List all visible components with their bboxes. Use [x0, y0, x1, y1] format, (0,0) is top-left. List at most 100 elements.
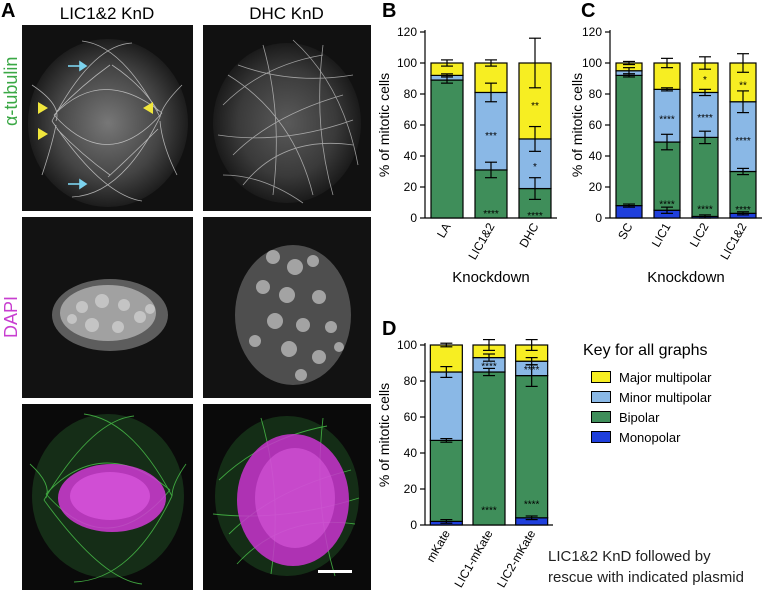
significance-stars: **** [735, 136, 751, 147]
significance-stars: ** [739, 80, 747, 91]
legend-swatch [591, 371, 611, 383]
legend-swatch [591, 431, 611, 443]
bar-segment [615, 74, 643, 207]
legend-item: Major multipolar [591, 368, 763, 386]
y-axis-label: % of mitotic cells [376, 73, 392, 177]
micrograph-dhc-merge [203, 404, 371, 590]
micrograph-dhc-tubulin [203, 25, 371, 211]
legend-label: Major multipolar [619, 369, 712, 385]
blue-arrow-icon [68, 60, 88, 72]
legend-label: Minor multipolar [619, 389, 712, 405]
bar-segment [430, 79, 464, 219]
legend-swatch [591, 411, 611, 423]
panel-c-letter: C [581, 0, 596, 22]
bar-segment [429, 371, 463, 442]
column-title-dhc-knd: DHC KnD [249, 4, 324, 23]
x-tick-label: LIC1-mKate [451, 527, 495, 590]
legend-key: Key for all graphs Major multipolar Mino… [583, 342, 763, 446]
bar-segment [429, 439, 463, 523]
x-axis-label: Knockdown [452, 269, 530, 286]
yellow-arrowhead-icon [38, 128, 48, 140]
figure-caption: LIC1&2 KnD followed by rescue with indic… [548, 546, 744, 588]
legend-item: Bipolar [591, 408, 763, 426]
caption-line: LIC1&2 KnD followed by [548, 548, 711, 565]
micrograph-lic-dapi [22, 217, 193, 398]
row-label-dapi: DAPI [1, 295, 21, 338]
y-tick-label: 100 [397, 338, 417, 352]
bar-segment [691, 136, 719, 218]
bar-segment [515, 374, 549, 519]
y-tick-label: 40 [404, 149, 418, 163]
y-axis-label: % of mitotic cells [376, 383, 392, 487]
significance-stars: **** [481, 506, 497, 517]
x-tick-label: LIC2 [687, 220, 712, 249]
significance-stars: ** [531, 101, 539, 112]
bar-segment [472, 371, 506, 526]
blue-arrow-icon [68, 178, 88, 190]
x-axis-label: Knockdown [647, 269, 725, 286]
significance-stars: **** [659, 114, 675, 125]
micrograph-dhc-dapi [203, 217, 371, 398]
micrograph-lic-merge [22, 404, 193, 590]
panel-a-letter: A [1, 0, 16, 22]
significance-stars: **** [697, 205, 713, 216]
scale-bar [318, 570, 352, 573]
significance-stars: **** [697, 113, 713, 124]
y-tick-label: 100 [582, 56, 602, 70]
x-tick-label: DHC [516, 220, 541, 250]
bar-segment [729, 170, 757, 214]
x-tick-label: LIC1&2 [717, 220, 749, 262]
y-tick-label: 20 [404, 180, 418, 194]
panel-d-letter: D [382, 318, 397, 340]
y-tick-label: 60 [404, 118, 418, 132]
y-tick-label: 0 [410, 518, 417, 532]
x-tick-label: mKate [423, 527, 453, 564]
legend-label: Bipolar [619, 409, 660, 425]
y-tick-label: 20 [589, 180, 603, 194]
legend-title: Key for all graphs [583, 342, 708, 359]
y-tick-label: 120 [397, 25, 417, 39]
y-tick-label: 100 [397, 56, 417, 70]
y-tick-label: 60 [404, 410, 418, 424]
significance-stars: **** [524, 500, 540, 511]
significance-stars: **** [659, 199, 675, 210]
significance-stars: * [703, 75, 707, 86]
significance-stars: * [533, 162, 537, 173]
micrograph-lic-tubulin [22, 25, 193, 211]
y-tick-label: 60 [589, 118, 603, 132]
yellow-arrowhead-icon [38, 102, 48, 114]
y-tick-label: 80 [589, 87, 603, 101]
annotation-overlay [38, 60, 153, 190]
legend-item: Minor multipolar [591, 388, 763, 406]
significance-stars: **** [524, 365, 540, 376]
x-tick-label: SC [615, 220, 636, 242]
x-tick-label: LIC2-mKate [494, 527, 538, 590]
y-tick-label: 80 [404, 87, 418, 101]
y-tick-label: 80 [404, 374, 418, 388]
bar-segment [729, 101, 757, 173]
column-title-lic-knd: LIC1&2 KnD [59, 4, 155, 23]
legend-swatch [591, 391, 611, 403]
caption-line: rescue with indicated plasmid [548, 569, 744, 586]
y-tick-label: 20 [404, 482, 418, 496]
x-tick-label: LIC1&2 [465, 220, 497, 262]
bar-segment [653, 88, 681, 143]
y-tick-label: 0 [595, 211, 602, 225]
y-tick-label: 120 [582, 25, 602, 39]
yellow-arrowhead-icon [143, 102, 153, 114]
y-tick-label: 40 [404, 446, 418, 460]
y-axis-label: % of mitotic cells [572, 73, 585, 177]
y-tick-label: 40 [589, 149, 603, 163]
panel-b-letter: B [382, 0, 397, 22]
x-tick-label: LA [434, 221, 453, 241]
significance-stars: **** [735, 205, 751, 216]
x-tick-label: LIC1 [649, 220, 674, 249]
significance-stars: **** [483, 209, 499, 220]
legend-label: Monopolar [619, 429, 681, 445]
significance-stars: **** [527, 211, 543, 222]
chart-panel-d: 0 20 40 60 80 100 % of mitotic cells mKate **** *… [376, 338, 553, 590]
significance-stars: *** [485, 131, 497, 142]
legend-item: Monopolar [591, 428, 763, 446]
